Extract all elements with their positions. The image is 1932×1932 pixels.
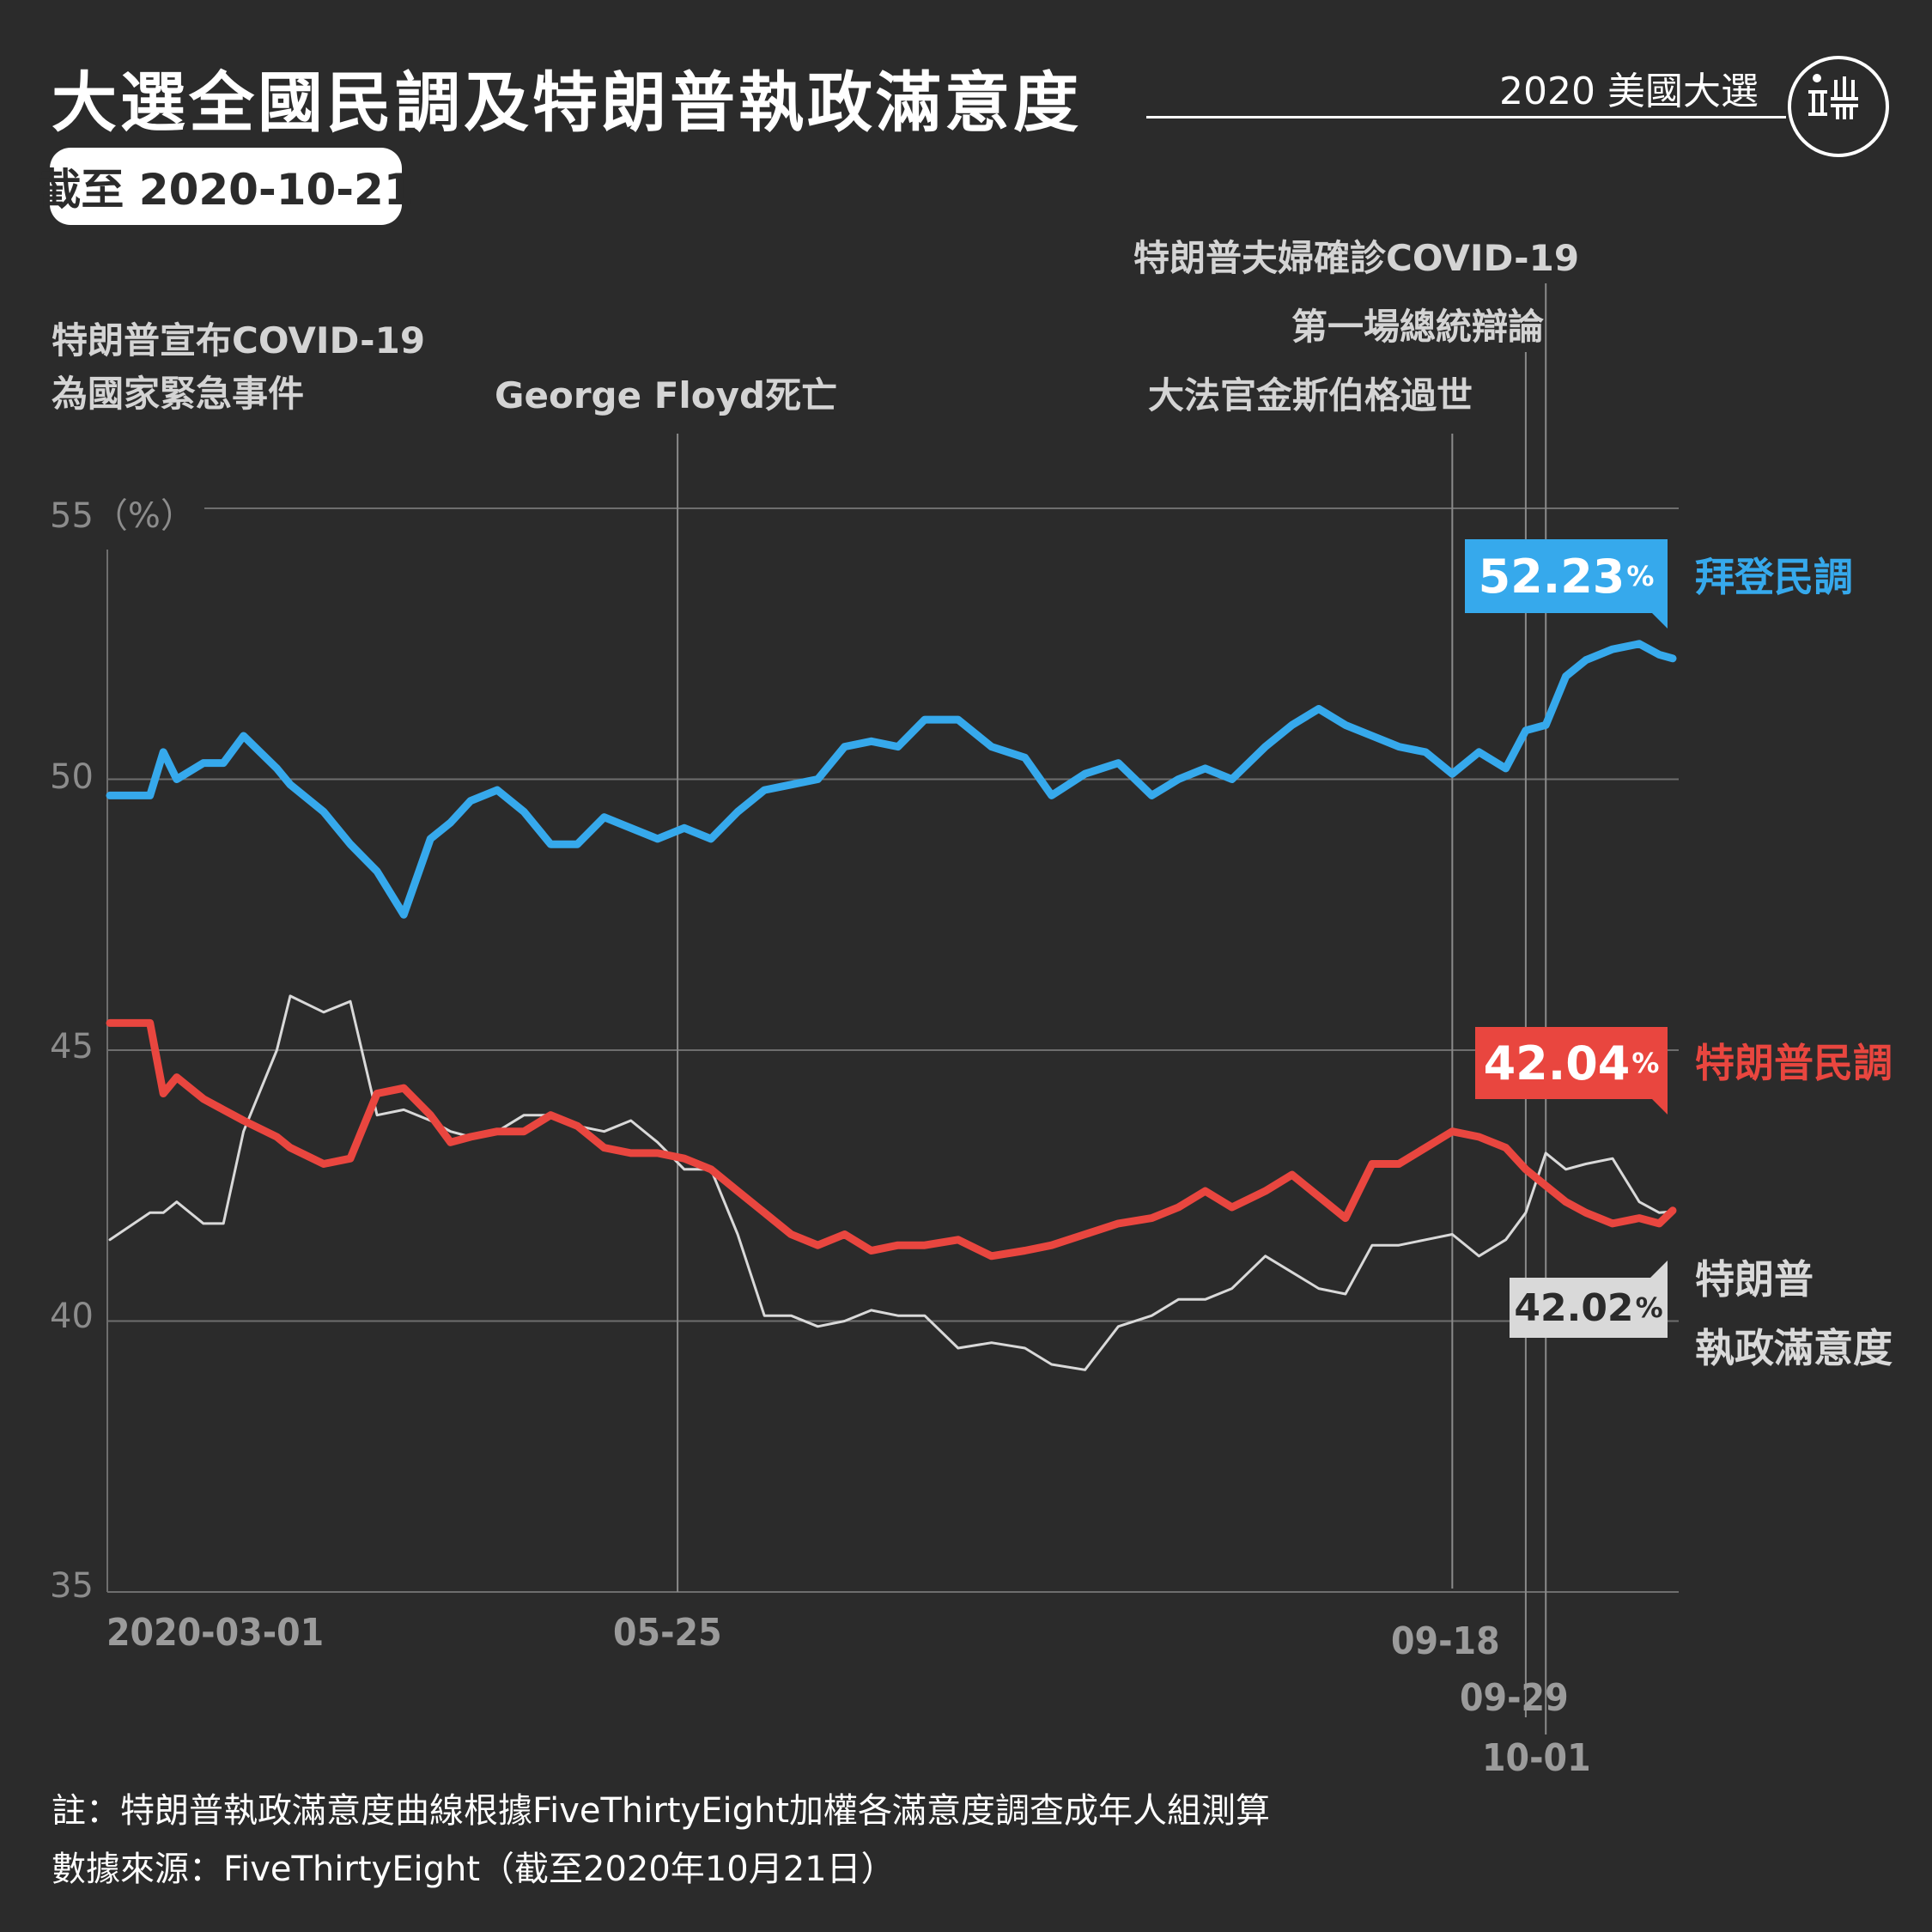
event-covid-emergency: 特朗普宣布COVID-19 為國家緊急事件 (52, 314, 425, 421)
data-source: 數據來源：FiveThirtyEight（截至2020年10月21日） (52, 1850, 896, 1889)
approval-box-pointer (1650, 1261, 1668, 1278)
date-badge: 截至 2020-10-21 (38, 148, 414, 225)
ytick-50: 50 (50, 757, 94, 797)
trump-line (106, 1018, 1677, 1261)
biden-series-label: 拜登民調 (1695, 554, 1853, 600)
event-first-debate: 第一場總統辯論 (1291, 306, 1545, 348)
event-covid-emergency-line1: 特朗普宣布COVID-19 (52, 319, 426, 361)
xtick-05-25: 05-25 (613, 1611, 722, 1655)
biden-box-pointer (1650, 611, 1668, 629)
header-rule (1146, 116, 1786, 118)
ytick-45: 45 (50, 1027, 94, 1066)
biden-line (106, 640, 1677, 919)
logo-icon (1788, 56, 1889, 157)
xtick-2020-03-01: 2020-03-01 (106, 1611, 325, 1655)
xtick-09-29: 09-29 (1460, 1676, 1569, 1720)
approval-series-label-line1: 特朗普 (1695, 1256, 1814, 1303)
approval-line (108, 994, 1674, 1371)
trump-series-label: 特朗普民調 (1695, 1040, 1893, 1086)
value-label-pointers (1650, 611, 1668, 1278)
trump-value-box: 42.04% (1475, 1027, 1668, 1099)
xtick-10-01: 10-01 (1482, 1736, 1591, 1780)
approval-series-label: 特朗普 執政滿意度 (1695, 1245, 1893, 1382)
event-lines (677, 283, 1547, 1735)
footnote: 註：特朗普執政滿意度曲線根據FiveThirtyEight加權各滿意度調查成年人… (52, 1791, 1271, 1831)
event-covid-emergency-line2: 為國家緊急事件 (52, 373, 305, 415)
biden-value-box: 52.23% (1465, 539, 1668, 613)
ytick-55: 55（%） (50, 496, 195, 536)
event-george-floyd: George Floyd死亡 (495, 374, 838, 416)
ytick-40: 40 (50, 1297, 94, 1336)
series-lines (106, 640, 1677, 1371)
event-trump-covid: 特朗普夫婦確診COVID-19 (1133, 237, 1580, 279)
event-ginsburg: 大法官金斯伯格過世 (1148, 374, 1473, 416)
approval-value-box: 42.02% (1510, 1278, 1668, 1338)
series-tag: 2020 美國大選 (1499, 70, 1759, 113)
grid-lines (106, 507, 1679, 1593)
approval-series-label-line2: 執政滿意度 (1695, 1325, 1893, 1371)
page-title: 大選全國民調及特朗普執政滿意度 (52, 64, 1082, 141)
xtick-09-18: 09-18 (1391, 1619, 1500, 1663)
trump-box-pointer (1650, 1097, 1668, 1115)
ytick-35: 35 (50, 1566, 94, 1606)
